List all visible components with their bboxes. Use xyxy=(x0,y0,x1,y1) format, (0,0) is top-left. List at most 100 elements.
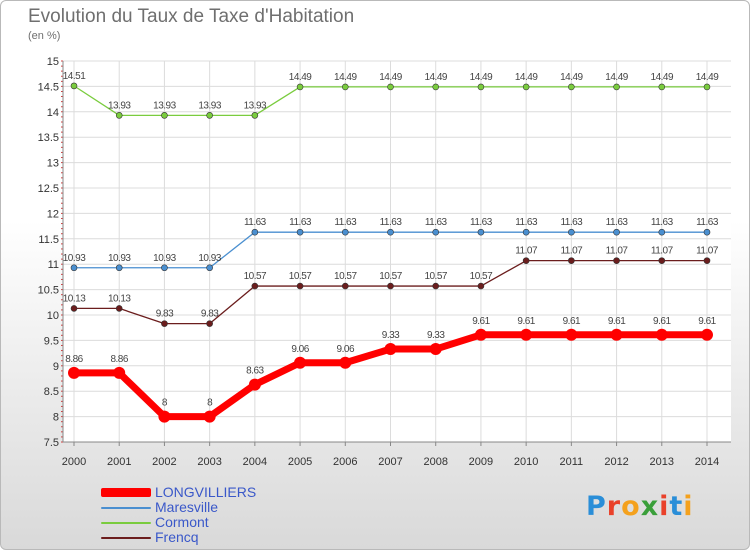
series-cormont xyxy=(70,82,711,119)
legend-label: Cormont xyxy=(155,514,209,530)
y-tick-label: 12.5 xyxy=(38,183,59,195)
data-label: 13.93 xyxy=(108,100,131,111)
data-point xyxy=(161,264,168,272)
x-tick-label: 2001 xyxy=(107,456,131,468)
y-tick-label: 13 xyxy=(47,158,59,170)
x-tick-label: 2012 xyxy=(604,456,628,468)
data-point xyxy=(341,282,349,290)
data-point xyxy=(429,343,442,356)
data-label: 11.07 xyxy=(560,246,583,257)
data-label: 10.93 xyxy=(108,253,131,264)
data-label: 10.57 xyxy=(424,271,447,282)
logo-letter: t xyxy=(669,491,684,522)
data-label: 14.51 xyxy=(63,71,86,82)
x-tick-label: 2007 xyxy=(378,456,402,468)
data-labels: 10.93 10.93 10.93 10.93 11.63 11.63 11.63 11.63… xyxy=(63,71,720,409)
data-label: 8.63 xyxy=(246,366,264,377)
data-label: 8.86 xyxy=(110,354,128,365)
data-label: 11.63 xyxy=(696,217,719,228)
data-point xyxy=(703,257,711,264)
series-longvilliers xyxy=(68,328,713,423)
legend-label: Maresville xyxy=(155,499,219,515)
y-tick-label: 10 xyxy=(47,310,59,322)
data-point xyxy=(613,228,620,236)
data-label: 9.61 xyxy=(472,316,490,327)
logo-letter: i xyxy=(659,491,670,522)
data-label: 9.61 xyxy=(653,316,671,327)
data-label: 10.93 xyxy=(198,253,221,264)
data-label: 14.49 xyxy=(651,72,674,83)
y-tick-label: 9.5 xyxy=(44,335,59,347)
data-point xyxy=(477,228,485,236)
data-label: 10.13 xyxy=(63,293,86,304)
data-point xyxy=(294,356,307,369)
data-point xyxy=(70,82,78,90)
data-point xyxy=(70,264,78,272)
data-point xyxy=(384,343,397,356)
data-label: 11.63 xyxy=(334,217,357,228)
data-label: 10.57 xyxy=(289,271,312,282)
data-label: 11.07 xyxy=(606,246,629,257)
logo-letter: x xyxy=(640,491,660,522)
data-point xyxy=(203,410,216,423)
data-point xyxy=(703,228,711,236)
data-point xyxy=(161,320,168,327)
chart-title: Evolution du Taux de Taxe d'Habitation xyxy=(28,6,355,27)
data-point xyxy=(115,305,123,312)
data-point xyxy=(68,366,80,379)
data-label: 9.83 xyxy=(201,309,219,320)
data-label: 9.61 xyxy=(698,316,716,327)
data-point xyxy=(522,257,530,264)
data-point xyxy=(387,83,394,91)
data-label: 10.57 xyxy=(470,271,493,282)
data-label: 14.49 xyxy=(424,72,447,83)
data-label: 10.57 xyxy=(379,271,402,282)
series-maresville xyxy=(70,228,711,272)
data-point xyxy=(610,328,623,341)
data-label: 9.33 xyxy=(382,330,400,341)
data-label: 9.61 xyxy=(517,316,535,327)
data-label: 11.07 xyxy=(651,246,674,257)
data-point xyxy=(296,83,304,91)
data-point xyxy=(296,228,304,236)
y-tick-label: 8 xyxy=(53,412,59,424)
legend-swatch xyxy=(101,536,151,539)
logo-letter: P xyxy=(586,491,607,522)
data-label: 10.93 xyxy=(153,253,176,264)
data-label: 10.13 xyxy=(108,293,131,304)
data-label: 14.49 xyxy=(560,72,583,83)
data-label: 11.63 xyxy=(560,217,583,228)
y-tick-label: 11.5 xyxy=(38,234,59,246)
data-label: 9.61 xyxy=(608,316,626,327)
legend-swatch xyxy=(101,488,151,497)
data-point xyxy=(432,282,440,290)
data-label: 11.63 xyxy=(425,217,448,228)
data-point xyxy=(251,282,259,290)
data-label: 8 xyxy=(162,398,168,409)
data-point xyxy=(658,228,666,236)
y-tick-label: 10.5 xyxy=(38,285,59,297)
data-label: 9.06 xyxy=(291,344,309,355)
logo-letter: i xyxy=(683,491,694,522)
proxiti-logo: Proxiti xyxy=(586,491,694,522)
x-tick-label: 2008 xyxy=(423,456,447,468)
plot-area xyxy=(63,61,731,442)
x-tick-label: 2004 xyxy=(243,456,267,468)
data-label: 10.93 xyxy=(63,253,86,264)
data-point xyxy=(703,83,711,91)
data-point xyxy=(251,112,259,119)
data-label: 14.49 xyxy=(289,72,312,83)
data-point xyxy=(613,257,620,264)
data-point xyxy=(565,328,578,341)
data-label: 9.61 xyxy=(563,316,581,327)
data-label: 13.93 xyxy=(198,100,221,111)
data-label: 9.33 xyxy=(427,330,445,341)
data-label: 8.86 xyxy=(65,354,83,365)
x-tick-label: 2009 xyxy=(469,456,493,468)
x-tick-label: 2005 xyxy=(288,456,312,468)
x-tick-label: 2010 xyxy=(514,456,538,468)
data-point xyxy=(522,83,530,91)
legend-swatch xyxy=(101,506,151,509)
data-label: 11.07 xyxy=(696,246,719,257)
